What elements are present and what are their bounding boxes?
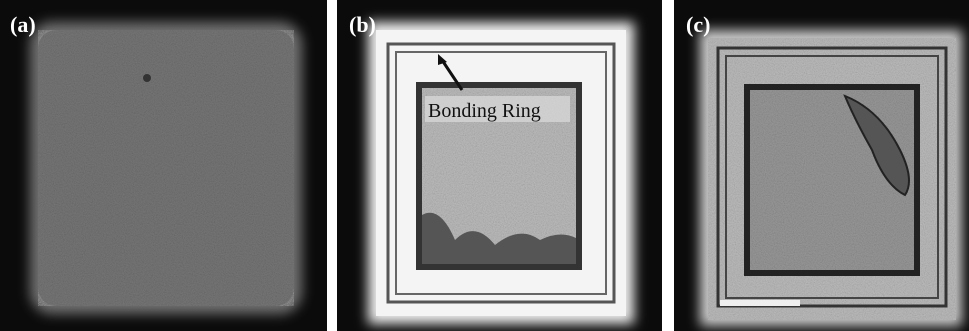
annotation: Bonding Ring bbox=[428, 100, 541, 122]
panel-label: (c) bbox=[686, 12, 710, 37]
panel-b: Bonding Ring (b) bbox=[337, 0, 662, 331]
panel-c: (c) bbox=[674, 0, 969, 331]
panel-label: (a) bbox=[10, 12, 36, 37]
panel-a: (a) bbox=[0, 0, 327, 331]
figure: (a) Bonding Ring (b) (c) bbox=[0, 0, 969, 331]
panel-label: (b) bbox=[349, 12, 376, 37]
